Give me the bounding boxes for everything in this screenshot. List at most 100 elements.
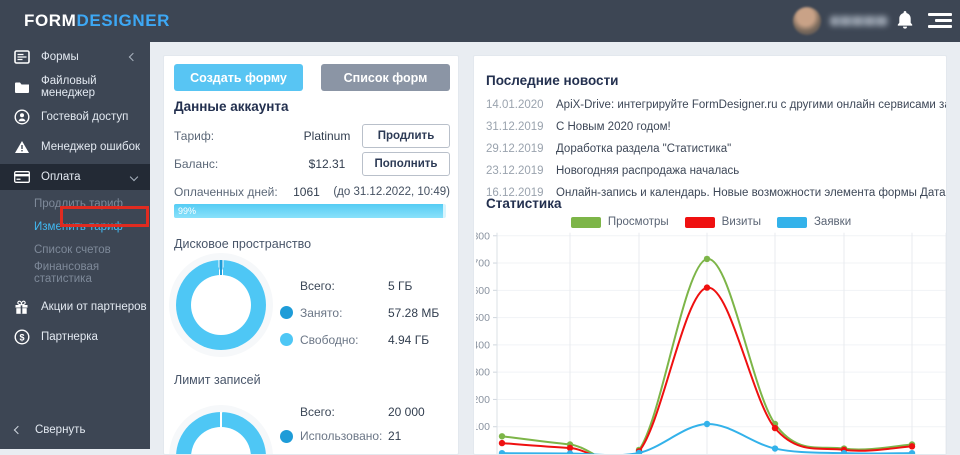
donut-legend-row: Всего: 20 000 (280, 400, 450, 424)
sidebar-item-label: Оплата (41, 171, 81, 183)
news-item[interactable]: 16.12.2019 Онлайн-запись и календарь. Нов… (486, 182, 946, 204)
sidebar-item-gift[interactable]: Акции от партнеров (0, 292, 150, 322)
news-item[interactable]: 23.12.2019 Новогодняя распродажа началась (486, 160, 936, 182)
top-bar: FORMDESIGNER (0, 0, 960, 42)
svg-text:800: 800 (476, 230, 490, 242)
svg-text:700: 700 (476, 258, 490, 270)
legend-label: Занято: (300, 305, 343, 320)
svg-text:500: 500 (476, 312, 490, 324)
account-row: Тариф: Platinum Продлить (174, 122, 450, 149)
disk-space-legend: Всего: 5 ГБ Занято: 57.28 МБ Свободно: 4.94 Г… (280, 272, 450, 353)
records-limit-legend: Всего: 20 000 Использовано: 21 (280, 400, 450, 448)
notifications-bell-icon[interactable] (896, 10, 914, 35)
svg-text:300: 300 (476, 367, 490, 379)
collapse-label: Свернуть (35, 424, 86, 436)
account-row-value: Platinum (303, 128, 351, 143)
legend-swatch-icon (570, 216, 601, 228)
avatar[interactable] (793, 7, 821, 35)
sidebar-item-3[interactable]: Менеджер ошибок (0, 132, 150, 162)
statistics-title: Статистика (486, 196, 562, 211)
chevron-down-icon (129, 172, 139, 182)
chevron-left-icon (128, 52, 138, 62)
donut-legend-row: Занято: 57.28 МБ (280, 299, 450, 326)
sidebar-item-2[interactable]: Гостевой доступ (0, 102, 150, 132)
topup-button[interactable]: Пополнить (362, 151, 450, 176)
file-manager-icon (13, 79, 30, 96)
news-text: С Новым 2020 годом! (556, 121, 671, 133)
sidebar-subitem[interactable]: Продлить тариф (34, 197, 123, 210)
chart-legend: Просмотры Визиты Заявки (474, 216, 946, 228)
renew-button[interactable]: Продлить (362, 123, 450, 148)
account-row-value: $12.31 (308, 156, 346, 171)
sidebar-item-1[interactable]: Файловый менеджер (0, 72, 150, 102)
logo-text-designer: DESIGNER (76, 11, 171, 30)
sidebar-subitem[interactable]: Финансовая статистика (34, 260, 100, 285)
sidebar-item-dollar-circle[interactable]: $ Партнерка (0, 322, 150, 352)
guest-user-icon (13, 109, 30, 126)
legend-dot-icon (280, 429, 293, 443)
legend-value: 21 (388, 429, 402, 443)
news-date: 31.12.2019 (486, 121, 544, 133)
account-row-label: Тариф: (174, 128, 215, 143)
news-item[interactable]: 29.12.2019 Доработка раздела "Статистика" (486, 138, 936, 160)
sidebar: Формы Файловый менеджер Гостевой доступ Мен… (0, 42, 150, 449)
legend-value: 4.94 ГБ (388, 332, 430, 347)
gift-icon (13, 299, 30, 316)
progressbar-fill: 99% (174, 204, 444, 218)
sidebar-collapse-button[interactable]: Свернуть (0, 415, 150, 445)
account-card: Создать форму Список форм Данные аккаунт… (163, 55, 459, 455)
records-limit-title: Лимит записей (174, 373, 261, 387)
disk-space-donut-chart (176, 260, 266, 350)
form-icon (13, 49, 30, 66)
svg-text:100: 100 (476, 421, 490, 433)
sidebar-subitem[interactable]: Список счетов (34, 243, 111, 256)
news-stats-card: Последние новости 14.01.2020 ApiX-Drive: … (473, 55, 947, 455)
news-text: Доработка раздела "Статистика" (556, 143, 732, 155)
chart-legend-item[interactable]: Просмотры (570, 216, 669, 228)
news-item[interactable]: 14.01.2020 ApiX-Drive: интегрируйте FormD… (486, 94, 946, 116)
sidebar-subitem[interactable]: Изменить тариф (34, 220, 123, 233)
legend-dot-placeholder (280, 279, 293, 292)
dollar-circle-icon: $ (13, 329, 30, 346)
sidebar-item-0[interactable]: Формы (0, 42, 150, 72)
user-name-blurred[interactable] (830, 16, 888, 26)
legend-dot-placeholder (280, 406, 293, 419)
create-form-button[interactable]: Создать форму (174, 64, 303, 91)
legend-swatch-icon (684, 216, 715, 228)
app-logo[interactable]: FORMDESIGNER (24, 11, 170, 31)
account-row: Баланс: $12.31 Пополнить (174, 150, 450, 177)
svg-text:600: 600 (476, 285, 490, 297)
legend-series-label: Заявки (813, 216, 852, 228)
form-list-button[interactable]: Список форм (321, 64, 450, 91)
chevron-left-icon (13, 425, 23, 435)
news-item[interactable]: 31.12.2019 С Новым 2020 годом! (486, 116, 936, 138)
legend-dot-icon (280, 333, 293, 346)
progress-percent-label: 99% (178, 206, 197, 216)
svg-text:200: 200 (476, 394, 490, 406)
logo-text-form: FORM (24, 11, 77, 30)
legend-swatch-icon (776, 216, 807, 228)
sidebar-item-label: Партнерка (41, 331, 98, 343)
chart-legend-item[interactable]: Визиты (684, 216, 761, 228)
news-list: 14.01.2020 ApiX-Drive: интегрируйте FormD… (486, 94, 946, 204)
donut-legend-row: Свободно: 4.94 ГБ (280, 326, 450, 353)
legend-label: Свободно: (300, 332, 359, 347)
account-row-label: Баланс: (174, 156, 219, 171)
account-rows: Тариф: Platinum Продлить Баланс: $12.31 Попол… (174, 122, 450, 206)
news-text: ApiX-Drive: интегрируйте FormDesigner.ru… (556, 99, 946, 111)
sidebar-item-label: Гостевой доступ (41, 111, 129, 123)
news-date: 29.12.2019 (486, 143, 544, 155)
sidebar-item-4[interactable]: Оплата (0, 164, 150, 190)
legend-label: Всего: (300, 405, 335, 419)
account-row: Оплаченных дней: 1061 (до 31.12.2022, 10:4… (174, 178, 450, 205)
donut-legend-row: Всего: 5 ГБ (280, 272, 450, 299)
warning-icon (13, 139, 30, 156)
menu-hamburger-icon[interactable] (928, 13, 952, 31)
svg-text:400: 400 (476, 339, 490, 351)
legend-label: Использовано: (300, 429, 383, 443)
svg-text:$: $ (19, 332, 24, 342)
news-text: Онлайн-запись и календарь. Новые возможн… (556, 187, 947, 199)
chart-legend-item[interactable]: Заявки (776, 216, 852, 228)
legend-series-label: Визиты (721, 216, 761, 228)
sidebar-item-label: Акции от партнеров (41, 301, 147, 313)
